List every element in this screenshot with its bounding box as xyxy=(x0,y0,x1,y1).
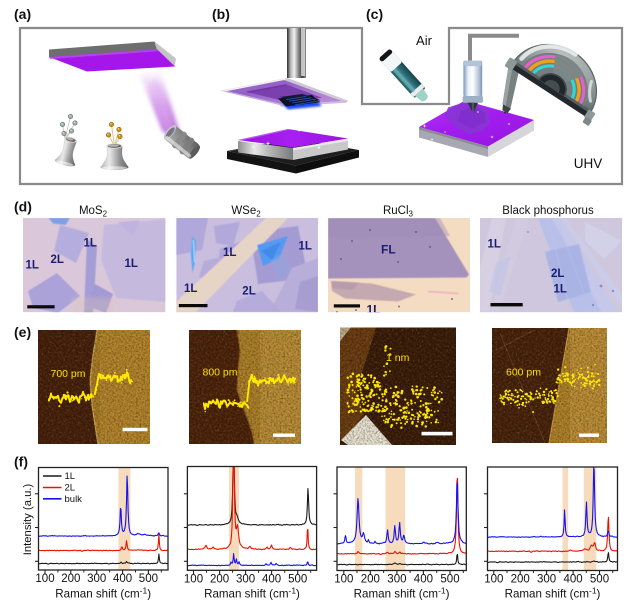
svg-text:1L: 1L xyxy=(125,258,138,270)
svg-text:1L: 1L xyxy=(26,260,39,272)
svg-text:Air: Air xyxy=(416,33,433,48)
svg-text:Raman shift (cm-1): Raman shift (cm-1) xyxy=(505,586,601,601)
svg-text:2L: 2L xyxy=(65,483,76,494)
svg-text:100: 100 xyxy=(334,574,353,586)
svg-text:UHV: UHV xyxy=(574,156,603,171)
svg-text:(d): (d) xyxy=(14,199,32,215)
svg-text:300: 300 xyxy=(236,574,255,586)
svg-text:Intensity (a.u.): Intensity (a.u.) xyxy=(22,483,34,555)
svg-text:Raman shift (cm-1): Raman shift (cm-1) xyxy=(204,586,300,601)
svg-text:400: 400 xyxy=(262,574,281,586)
svg-text:2L: 2L xyxy=(51,254,64,266)
svg-text:500: 500 xyxy=(139,573,158,585)
svg-text:100: 100 xyxy=(484,574,503,586)
svg-text:bulk: bulk xyxy=(65,494,83,505)
svg-text:800 pm: 800 pm xyxy=(203,367,238,379)
svg-text:600 pm: 600 pm xyxy=(506,367,541,379)
svg-text:Black phosphorus: Black phosphorus xyxy=(502,205,594,217)
svg-text:(c): (c) xyxy=(366,6,383,22)
svg-text:400: 400 xyxy=(564,574,583,586)
svg-text:500: 500 xyxy=(440,574,459,586)
svg-text:400: 400 xyxy=(113,573,132,585)
svg-text:(e): (e) xyxy=(14,324,31,340)
svg-text:2L: 2L xyxy=(242,286,255,298)
svg-text:1L: 1L xyxy=(84,238,97,250)
svg-text:100: 100 xyxy=(35,573,54,585)
svg-text:MoS2: MoS2 xyxy=(79,205,108,219)
svg-text:200: 200 xyxy=(361,574,380,586)
svg-text:RuCl3: RuCl3 xyxy=(383,205,414,219)
svg-text:1L: 1L xyxy=(554,284,567,296)
svg-text:300: 300 xyxy=(387,574,406,586)
svg-text:1L: 1L xyxy=(223,247,236,259)
svg-text:100: 100 xyxy=(184,574,203,586)
svg-text:500: 500 xyxy=(590,574,609,586)
svg-text:1L: 1L xyxy=(184,283,197,295)
svg-text:FL: FL xyxy=(381,242,396,256)
svg-text:1L: 1L xyxy=(65,471,76,482)
svg-text:1L: 1L xyxy=(299,241,312,253)
svg-text:1L: 1L xyxy=(367,303,381,317)
svg-text:500: 500 xyxy=(288,574,307,586)
svg-text:(a): (a) xyxy=(14,6,31,22)
svg-text:200: 200 xyxy=(511,574,530,586)
svg-text:WSe2: WSe2 xyxy=(231,205,261,219)
svg-text:1L: 1L xyxy=(488,238,501,250)
svg-text:300: 300 xyxy=(87,573,106,585)
svg-text:300: 300 xyxy=(537,574,556,586)
svg-text:(b): (b) xyxy=(212,6,230,22)
svg-text:200: 200 xyxy=(61,573,80,585)
svg-text:700 pm: 700 pm xyxy=(51,368,86,380)
svg-text:1 nm: 1 nm xyxy=(386,352,410,364)
svg-text:400: 400 xyxy=(414,574,433,586)
svg-text:(f): (f) xyxy=(14,454,28,470)
svg-text:Raman shift (cm-1): Raman shift (cm-1) xyxy=(55,586,151,601)
svg-text:200: 200 xyxy=(210,574,229,586)
svg-text:2L: 2L xyxy=(551,268,564,280)
svg-text:Raman shift (cm-1): Raman shift (cm-1) xyxy=(354,586,450,601)
